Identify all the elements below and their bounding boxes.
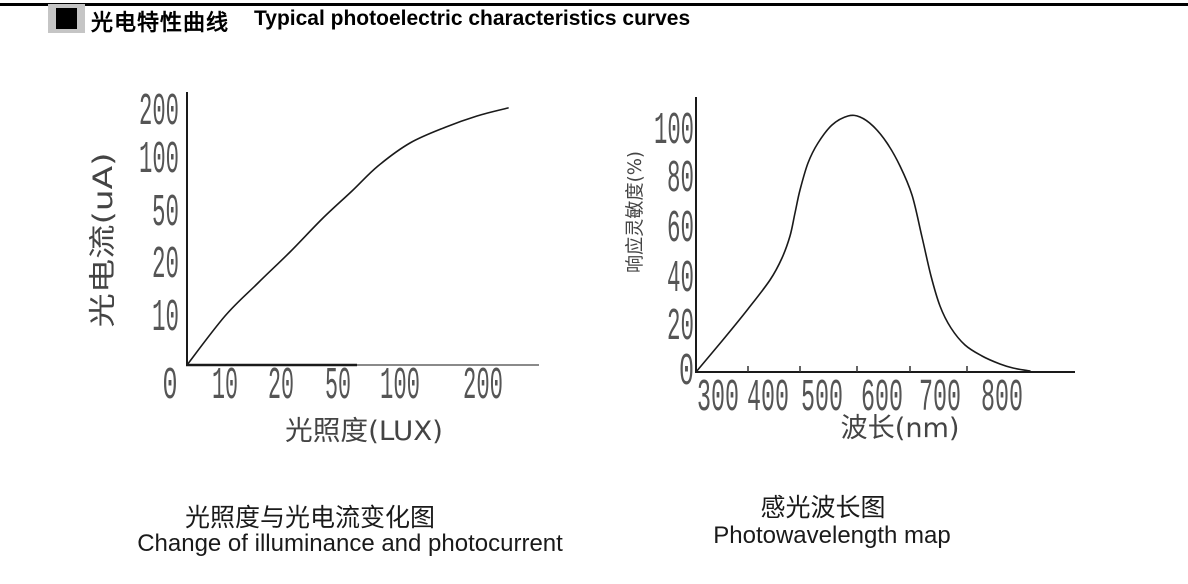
left-y-tick-20: 20 (152, 240, 179, 291)
left-x-tick-20: 20 (268, 361, 294, 412)
left-x-tick-10: 10 (212, 361, 238, 412)
right-y-tick-0: 0 (679, 347, 694, 398)
right-x-tick-800: 800 (981, 373, 1023, 424)
left-y-tick-10: 10 (152, 293, 179, 344)
left-x-tick-50: 50 (325, 361, 351, 412)
left-y-tick-200: 200 (139, 87, 179, 138)
right-x-tick-500: 500 (801, 373, 843, 424)
right-x-tick-600: 600 (861, 373, 903, 424)
left-chart-caption-chinese: 光照度与光电流变化图 (184, 503, 435, 532)
right-y-tick-60: 60 (667, 204, 694, 255)
left-x-tick-100: 100 (380, 361, 420, 412)
right-chart-caption-chinese: 感光波长图 (760, 493, 886, 522)
left-x-tick-0: 0 (163, 361, 178, 412)
left-x-tick-200: 200 (463, 361, 503, 412)
right-x-axis-title: 波长(nm) (841, 413, 960, 444)
right-chart-curve (695, 114, 1031, 373)
right-x-axis-ticks (747, 366, 968, 372)
bullet-square-icon (56, 8, 77, 29)
right-y-tick-20: 20 (667, 302, 694, 353)
right-chart: 100 80 60 40 20 0 300 400 500 600 700 80… (624, 97, 1075, 444)
left-x-axis-title: 光照度(LUX) (285, 416, 443, 447)
right-x-tick-700: 700 (919, 373, 961, 424)
right-y-tick-40: 40 (667, 254, 694, 305)
left-y-axis-title: 光电流(uA) (88, 153, 119, 328)
right-chart-caption-english: Photowavelength map (713, 522, 951, 549)
right-y-tick-100: 100 (654, 106, 694, 157)
left-chart-caption-english: Change of illuminance and photocurrent (137, 530, 563, 557)
section-bullet-badge (48, 4, 85, 33)
section-title-english: Typical photoelectric characteristics cu… (254, 7, 691, 30)
right-y-axis-title: 响应灵敏度(%) (624, 151, 646, 273)
right-x-tick-300: 300 (697, 373, 739, 424)
left-y-tick-50: 50 (152, 188, 179, 239)
top-divider-rule (0, 3, 1188, 6)
right-x-tick-400: 400 (747, 373, 789, 424)
left-y-tick-100: 100 (139, 135, 179, 186)
left-chart-curve (186, 107, 509, 366)
left-chart: 200 100 50 20 10 0 10 20 50 100 200 光电流(… (88, 87, 539, 447)
right-y-tick-80: 80 (667, 154, 694, 205)
section-title-chinese: 光电特性曲线 (91, 11, 230, 36)
